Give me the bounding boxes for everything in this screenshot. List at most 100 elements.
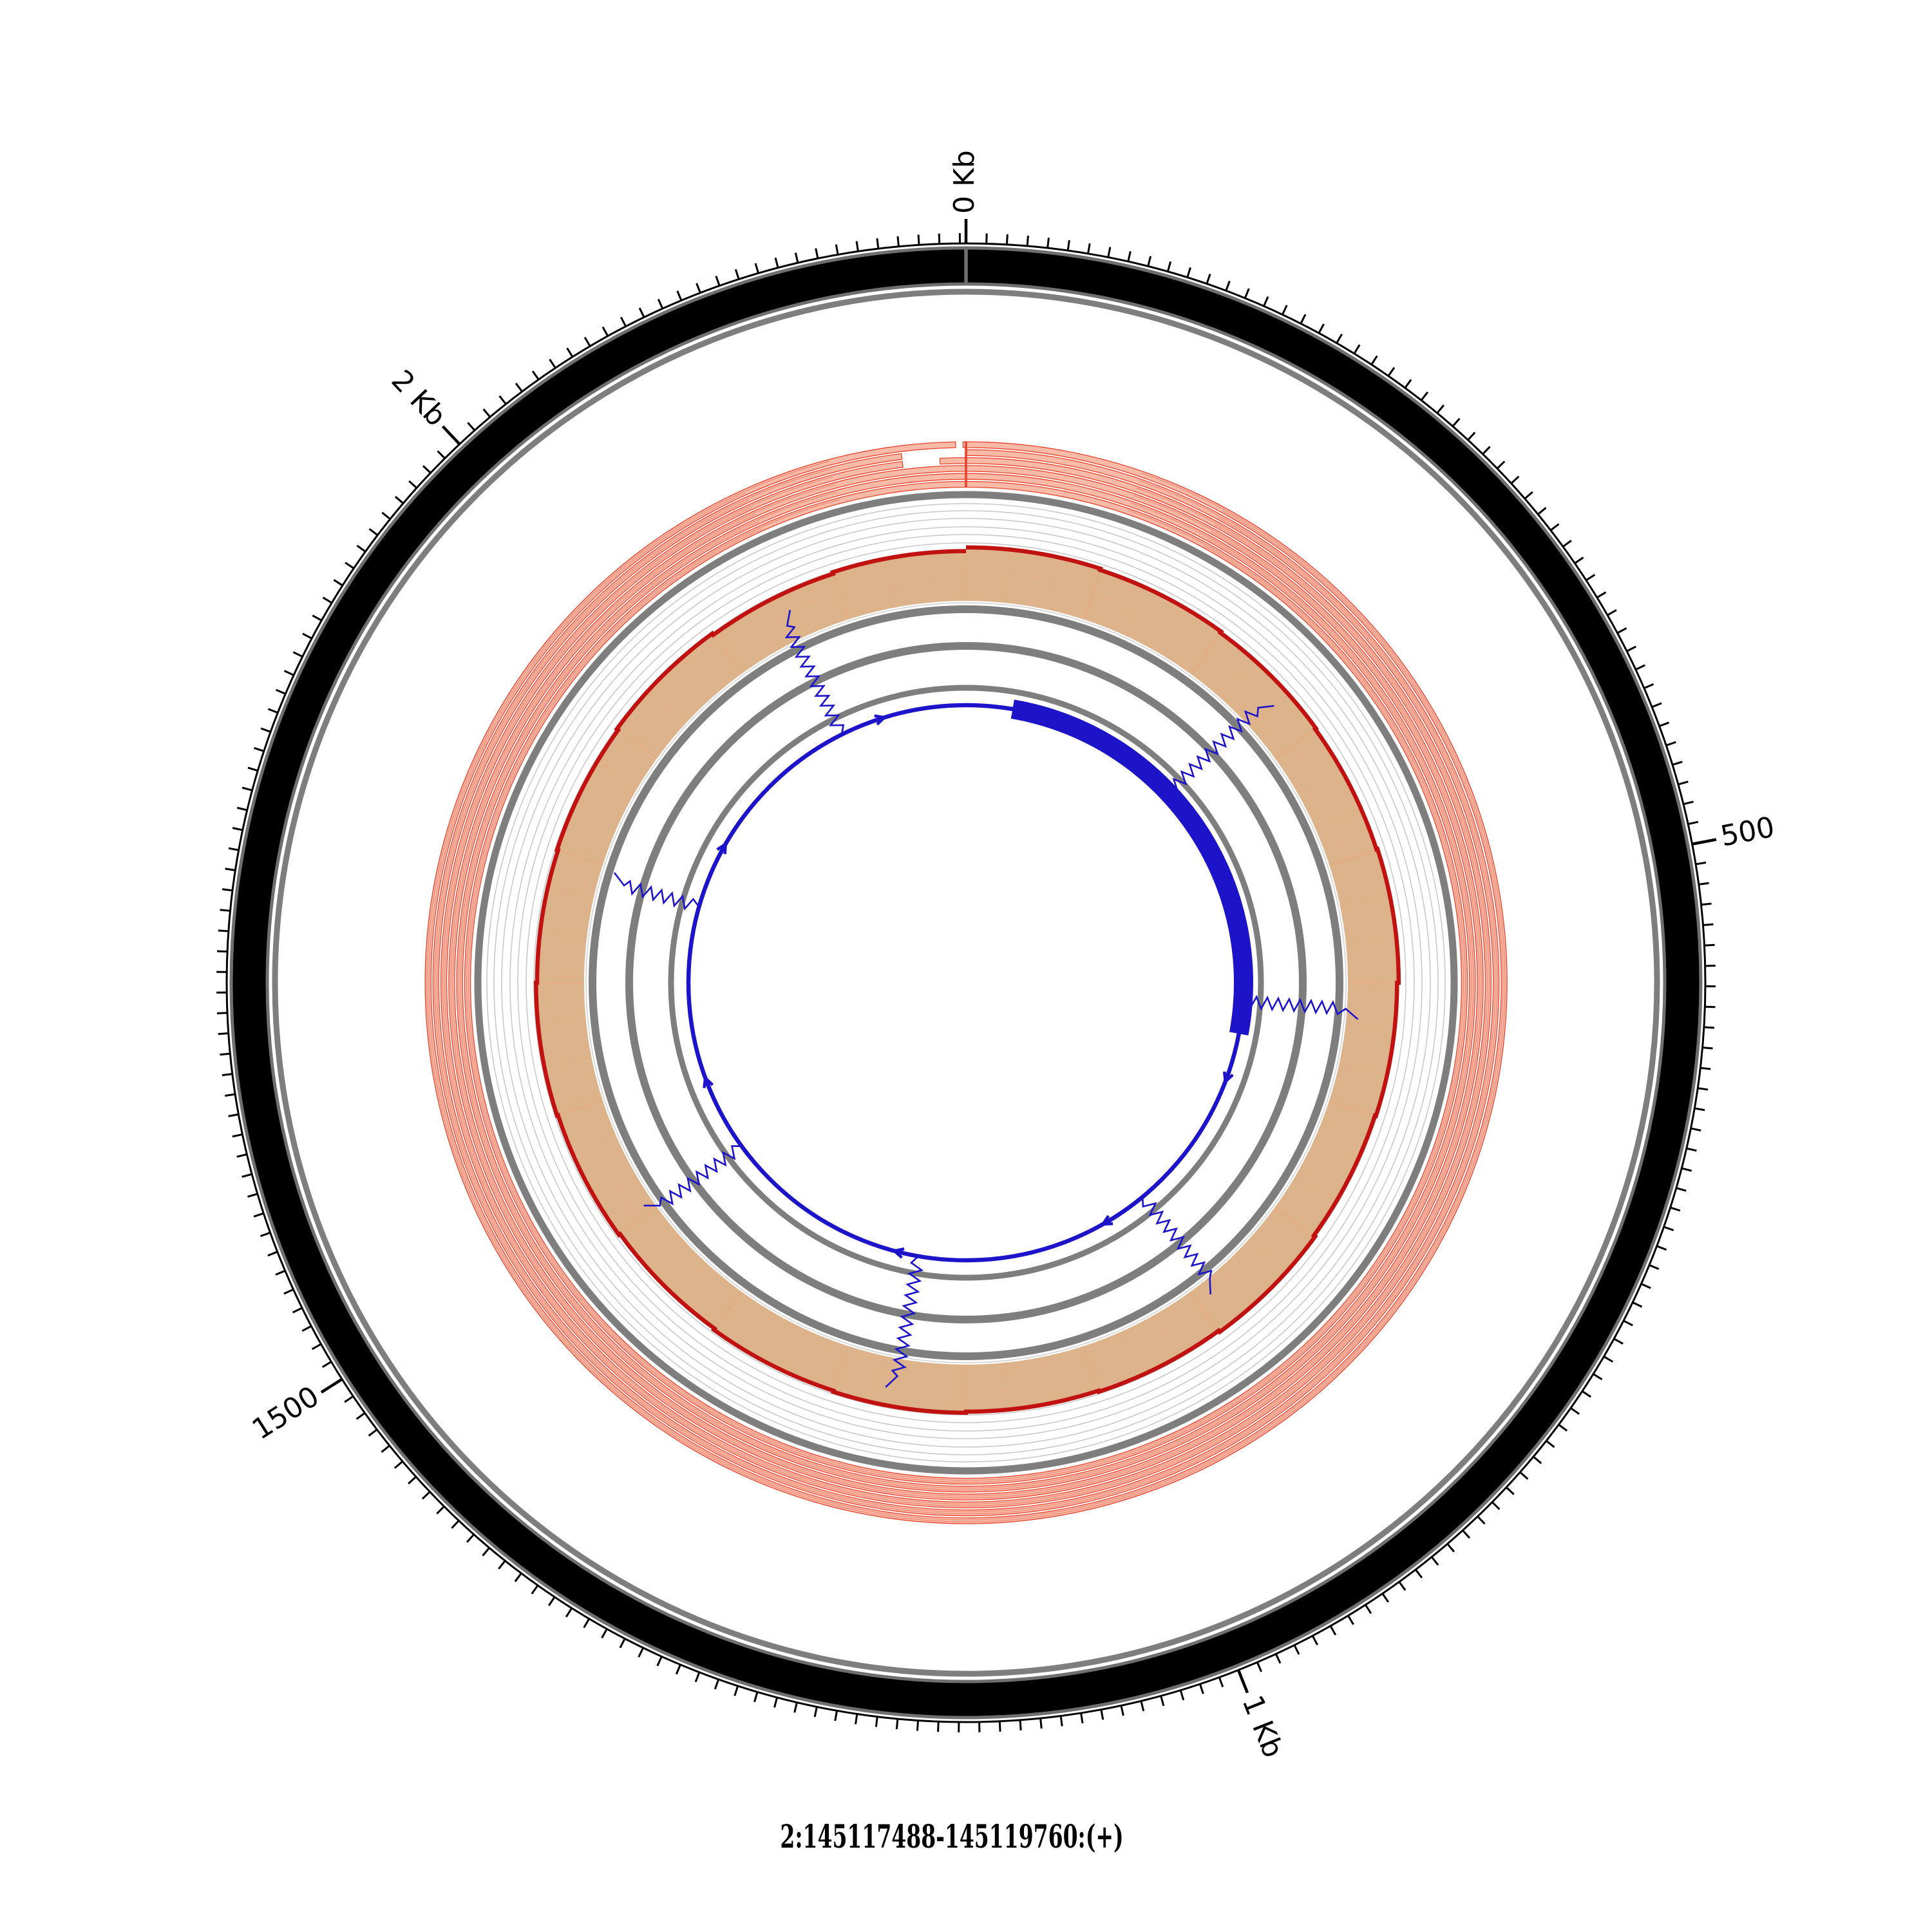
minor-tick (322, 596, 332, 604)
minor-tick (220, 909, 231, 912)
minor-tick (1482, 446, 1491, 455)
coverage-base-line (585, 602, 1347, 1363)
minor-tick (1626, 645, 1637, 652)
minor-tick (794, 252, 799, 263)
minor-tick (451, 1520, 460, 1529)
read-band (464, 481, 1468, 1484)
minor-tick (583, 336, 591, 347)
read-band-texture (460, 521, 1472, 1489)
minor-tick (694, 1672, 701, 1683)
minor-tick (1225, 280, 1231, 291)
minor-tick (875, 1716, 878, 1727)
transcript-track (613, 609, 1359, 1388)
coverage-bin-line (1222, 662, 1256, 700)
minor-tick (1414, 1569, 1423, 1578)
minor-tick (815, 248, 819, 259)
minor-tick (549, 359, 556, 369)
coverage-bin-line (798, 587, 818, 632)
coverage-bin-line (719, 631, 748, 670)
major-tick (320, 1378, 343, 1394)
read-band (432, 449, 1500, 1517)
minor-tick (267, 1251, 278, 1257)
minor-tick (311, 1343, 322, 1350)
read-band-texture (450, 484, 1482, 1499)
minor-tick (1701, 902, 1712, 906)
strand-arrow (716, 841, 728, 855)
minor-tick (1107, 247, 1112, 258)
coverage-bin-line (1080, 1347, 1095, 1391)
minor-tick (1643, 683, 1654, 689)
minor-tick (321, 1361, 332, 1368)
coverage-texture-arc (564, 581, 1368, 1385)
minor-tick (1179, 1690, 1185, 1701)
minor-tick (1695, 861, 1707, 866)
minor-tick (753, 1691, 759, 1703)
minor-tick (225, 867, 236, 871)
minor-tick (421, 1491, 431, 1500)
minor-tick (656, 1656, 663, 1667)
minor-tick (1623, 1320, 1633, 1327)
minor-tick (1244, 288, 1250, 299)
coverage-bin-edge (713, 635, 743, 674)
coverage-bin-line (549, 887, 594, 898)
coverage-bin-line (840, 571, 855, 618)
minor-tick (1446, 1543, 1455, 1553)
minor-tick (583, 1618, 591, 1629)
minor-tick (394, 496, 404, 504)
minor-tick (1039, 1718, 1043, 1729)
minor-tick (292, 651, 303, 658)
minor-tick (1546, 1440, 1555, 1448)
coverage-bin-line (1297, 768, 1340, 793)
minor-tick (601, 327, 609, 337)
minor-tick (1700, 1066, 1711, 1070)
minor-tick (1698, 882, 1709, 886)
coverage-bin-line (916, 1362, 923, 1409)
minor-tick (734, 1685, 739, 1696)
minor-tick (638, 307, 645, 318)
minor-tick (1329, 1625, 1337, 1636)
ideogram-ring (229, 246, 1703, 1719)
insertion-zigzag (1242, 994, 1359, 1020)
coverage-bin-line (1345, 939, 1396, 945)
minor-tick (1510, 475, 1520, 484)
minor-tick (292, 1307, 303, 1314)
coverage-bin-line (676, 1263, 708, 1296)
minor-tick (1492, 1501, 1501, 1510)
minor-tick (1430, 1556, 1439, 1566)
minor-tick (498, 395, 507, 405)
minor-tick (222, 888, 233, 892)
minor-tick (344, 1395, 354, 1403)
coverage-bin-line (961, 1364, 963, 1412)
minor-tick (1087, 243, 1091, 254)
minor-tick (1046, 237, 1050, 249)
minor-tick (267, 708, 278, 714)
minor-tick (619, 1638, 626, 1649)
minor-tick (1519, 1471, 1529, 1480)
minor-tick (1365, 1604, 1372, 1615)
minor-tick (1462, 1530, 1471, 1539)
read-band (440, 457, 1492, 1509)
minor-tick (253, 1212, 264, 1218)
minor-tick (1651, 702, 1662, 708)
separator-circle-d (625, 642, 1307, 1323)
minor-tick (1147, 256, 1152, 267)
coverage-bin-edge (1083, 570, 1101, 620)
separator-circle-b (474, 491, 1458, 1475)
minor-tick (1019, 1719, 1022, 1730)
minor-tick (1370, 355, 1378, 365)
minor-tick (1703, 1026, 1714, 1029)
minor-tick (793, 1702, 798, 1713)
minor-tick (236, 1153, 247, 1158)
coverage-bin-line (1041, 1357, 1052, 1402)
minor-tick (1506, 1486, 1515, 1495)
read-band-texture (428, 493, 1504, 1520)
coverage-bin-line (829, 1344, 845, 1388)
strand-arrow (703, 1075, 714, 1088)
minor-tick (1549, 523, 1560, 531)
tick-label: 2 Kb (385, 364, 453, 433)
gridline (526, 542, 1406, 1423)
minor-tick (1676, 1187, 1687, 1192)
minor-tick (1593, 1373, 1603, 1381)
minor-tick (1656, 1245, 1667, 1251)
